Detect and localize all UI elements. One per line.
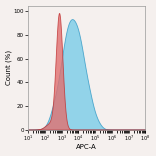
X-axis label: APC-A: APC-A <box>76 144 97 150</box>
Y-axis label: Count (%): Count (%) <box>6 50 12 85</box>
